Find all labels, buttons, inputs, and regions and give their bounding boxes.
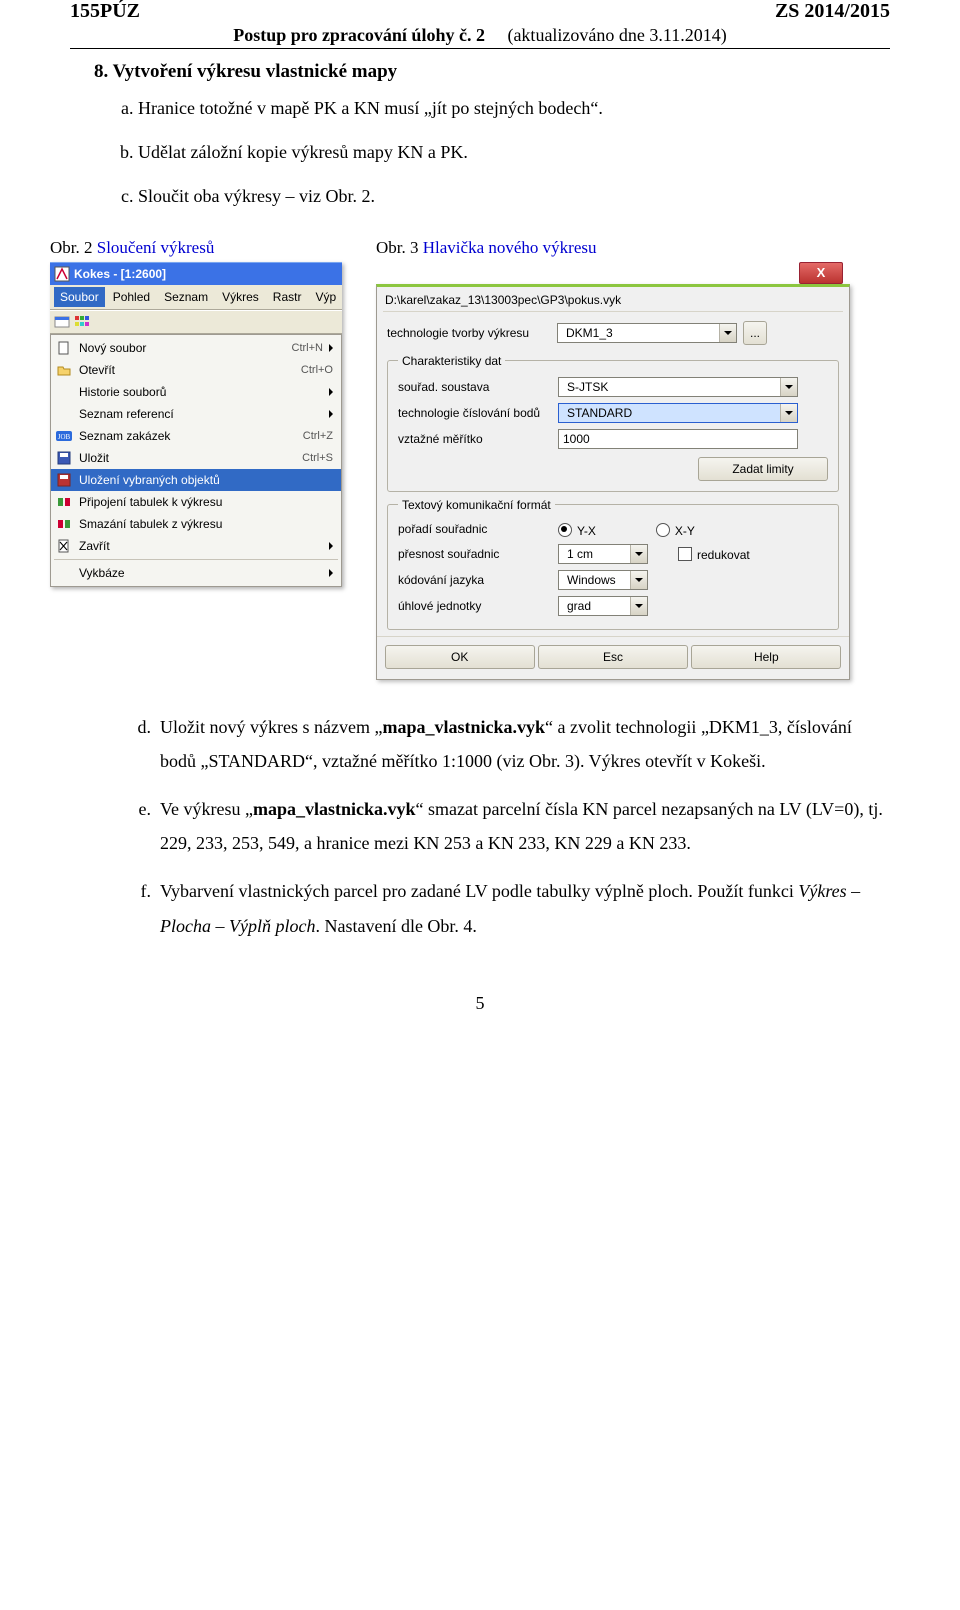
item-8a: Hranice totožné v mapě PK a KN musí „jít… [138, 91, 890, 125]
esc-button[interactable]: Esc [538, 645, 688, 669]
toolbar-explorer-icon[interactable] [54, 314, 70, 330]
section-8-title: Vytvoření výkresu vlastnické mapy Hranic… [94, 61, 890, 214]
new-file-icon [55, 340, 73, 356]
coord-label: souřad. soustava [398, 380, 558, 394]
item-8f: Vybarvení vlastnických parcel pro zadané… [160, 874, 890, 942]
coord-combo[interactable]: S-JTSK [558, 377, 798, 397]
kokes-menubar[interactable]: Soubor Pohled Seznam Výkres Rastr Výp [50, 285, 342, 310]
limits-button[interactable]: Zadat limity [698, 457, 828, 481]
enc-combo[interactable]: Windows [558, 570, 648, 590]
subtitle-date: (aktualizováno dne 3.11.2014) [507, 25, 726, 45]
item-8e: Ve výkresu „mapa_vlastnicka.vyk“ smazat … [160, 792, 890, 860]
chevron-down-icon[interactable] [630, 571, 647, 589]
job-icon: JOB [55, 428, 73, 444]
file-path: D:\karel\zakaz_13\13003pec\GP3\pokus.vyk [377, 287, 849, 309]
fig2-caption-text: Sloučení výkresů [97, 238, 215, 257]
detach-tables-icon [55, 516, 73, 532]
menuitem-seznam-zakazek[interactable]: JOB Seznam zakázek Ctrl+Z [51, 425, 341, 447]
chevron-right-icon [329, 569, 333, 577]
chevron-right-icon [329, 388, 333, 396]
menuitem-otevrit[interactable]: Otevřít Ctrl+O [51, 359, 341, 381]
header-dialog: X D:\karel\zakaz_13\13003pec\GP3\pokus.v… [376, 284, 850, 680]
chevron-down-icon[interactable] [780, 378, 797, 396]
menuitem-ulozit[interactable]: Uložit Ctrl+S [51, 447, 341, 469]
order-label: pořadí souřadnic [398, 522, 558, 536]
numbering-combo[interactable]: STANDARD [558, 403, 798, 423]
fig3-caption-text: Hlavička nového výkresu [423, 238, 597, 257]
menuitem-novy-soubor[interactable]: Nový soubor Ctrl+N [51, 337, 341, 359]
chevron-right-icon [329, 344, 333, 352]
reduce-checkbox[interactable]: redukovat [678, 545, 750, 562]
enc-label: kódování jazyka [398, 573, 558, 587]
open-folder-icon [55, 362, 73, 378]
header-left: 155PÚZ [70, 0, 140, 23]
tech-label: technologie tvorby výkresu [387, 326, 557, 340]
kokes-titlebar: Kokes - [1:2600] [50, 262, 342, 285]
menu-pohled[interactable]: Pohled [107, 287, 156, 307]
help-button[interactable]: Help [691, 645, 841, 669]
scale-label: vztažné měřítko [398, 432, 558, 446]
chevron-down-icon[interactable] [719, 324, 736, 342]
group-textformat: Textový komunikační formát pořadí souřad… [387, 498, 839, 630]
scale-input[interactable] [558, 429, 798, 449]
item-8d: Uložit nový výkres s názvem „mapa_vlastn… [160, 710, 890, 778]
radio-xy[interactable]: X-Y [656, 521, 695, 538]
menu-separator [54, 559, 338, 560]
menu-vyp[interactable]: Výp [309, 287, 342, 307]
menu-soubor[interactable]: Soubor [54, 287, 105, 307]
chevron-right-icon [329, 542, 333, 550]
close-doc-icon [55, 538, 73, 554]
menuitem-pripojeni-tabulek[interactable]: Připojení tabulek k výkresu [51, 491, 341, 513]
kokes-toolbar[interactable] [50, 310, 342, 334]
item-8b: Udělat záložní kopie výkresů mapy KN a P… [138, 135, 890, 169]
browse-button[interactable]: ... [743, 321, 767, 345]
header-right: ZS 2014/2015 [775, 0, 890, 23]
menuitem-vykbaze[interactable]: Vykbáze [51, 562, 341, 584]
menu-vykres[interactable]: Výkres [216, 287, 265, 307]
chevron-down-icon[interactable] [630, 597, 647, 615]
subtitle-bold: Postup pro zpracování úlohy č. 2 [233, 25, 485, 45]
prec-label: přesnost souřadnic [398, 547, 558, 561]
menuitem-historie[interactable]: Historie souborů [51, 381, 341, 403]
menuitem-smazani-tabulek[interactable]: Smazání tabulek z výkresu [51, 513, 341, 535]
header-divider [70, 48, 890, 49]
kokes-window: Kokes - [1:2600] Soubor Pohled Seznam Vý… [50, 262, 342, 587]
chevron-down-icon[interactable] [630, 545, 647, 563]
menu-seznam[interactable]: Seznam [158, 287, 214, 307]
kokes-app-icon [54, 266, 70, 282]
toolbar-palette-icon[interactable] [74, 314, 90, 330]
chevron-right-icon [329, 410, 333, 418]
radio-yx[interactable]: Y-X [558, 521, 596, 538]
save-selected-icon [55, 472, 73, 488]
menu-rastr[interactable]: Rastr [267, 287, 308, 307]
tech-combo[interactable]: DKM1_3 [557, 323, 737, 343]
ok-button[interactable]: OK [385, 645, 535, 669]
menuitem-ulozeni-vybranych[interactable]: Uložení vybraných objektů [51, 469, 341, 491]
ang-combo[interactable]: grad [558, 596, 648, 616]
svg-text:JOB: JOB [58, 433, 71, 441]
fig3-caption-num: Obr. 3 [376, 238, 419, 257]
menuitem-seznam-referenci[interactable]: Seznam referencí [51, 403, 341, 425]
fig2-caption-num: Obr. 2 [50, 238, 93, 257]
prec-combo[interactable]: 1 cm [558, 544, 648, 564]
ang-label: úhlové jednotky [398, 599, 558, 613]
menuitem-zavrit[interactable]: Zavřít [51, 535, 341, 557]
numbering-label: technologie číslování bodů [398, 406, 558, 420]
chevron-down-icon[interactable] [780, 404, 797, 422]
file-menu-dropdown: Nový soubor Ctrl+N Otevřít Ctrl+O Histor… [50, 334, 342, 587]
close-button[interactable]: X [799, 262, 843, 284]
page-number: 5 [70, 993, 890, 1014]
attach-tables-icon [55, 494, 73, 510]
item-8c: Sloučit oba výkresy – viz Obr. 2. [138, 179, 890, 213]
save-icon [55, 450, 73, 466]
group-characteristics: Charakteristiky dat souřad. soustava S-J… [387, 354, 839, 492]
